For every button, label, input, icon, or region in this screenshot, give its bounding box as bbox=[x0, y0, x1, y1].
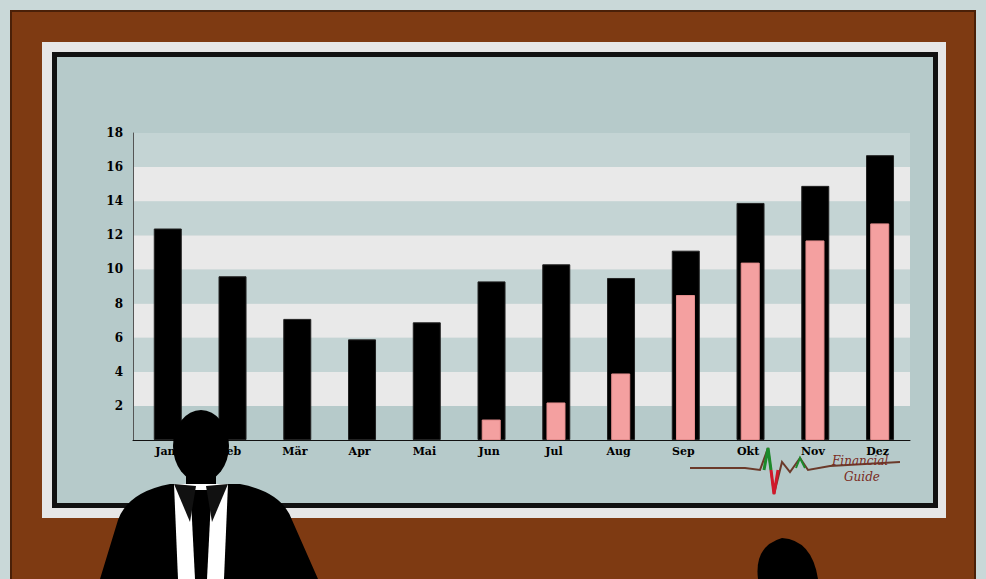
svg-text:16: 16 bbox=[106, 160, 123, 174]
svg-text:18: 18 bbox=[106, 126, 123, 140]
svg-text:Financial: Financial bbox=[831, 454, 888, 468]
svg-text:6: 6 bbox=[115, 331, 123, 345]
svg-text:Jul: Jul bbox=[544, 445, 562, 458]
svg-text:4: 4 bbox=[115, 365, 123, 379]
svg-text:Aug: Aug bbox=[606, 445, 632, 458]
svg-text:Okt: Okt bbox=[737, 445, 760, 458]
svg-text:8: 8 bbox=[115, 297, 123, 311]
svg-text:Apr: Apr bbox=[348, 445, 371, 458]
svg-text:Guide: Guide bbox=[844, 470, 880, 484]
svg-text:Jun: Jun bbox=[478, 445, 500, 458]
svg-text:12: 12 bbox=[106, 228, 123, 242]
svg-text:10: 10 bbox=[106, 262, 123, 276]
svg-text:14: 14 bbox=[106, 194, 123, 208]
svg-text:Dez: Dez bbox=[866, 445, 889, 458]
svg-text:Sep: Sep bbox=[672, 445, 695, 458]
svg-text:Mär: Mär bbox=[282, 445, 307, 458]
svg-text:Nov: Nov bbox=[801, 445, 825, 458]
svg-text:2: 2 bbox=[115, 399, 123, 413]
svg-text:Mai: Mai bbox=[413, 445, 436, 458]
svg-text:Jan: Jan bbox=[154, 445, 175, 458]
svg-text:Feb: Feb bbox=[219, 445, 241, 458]
